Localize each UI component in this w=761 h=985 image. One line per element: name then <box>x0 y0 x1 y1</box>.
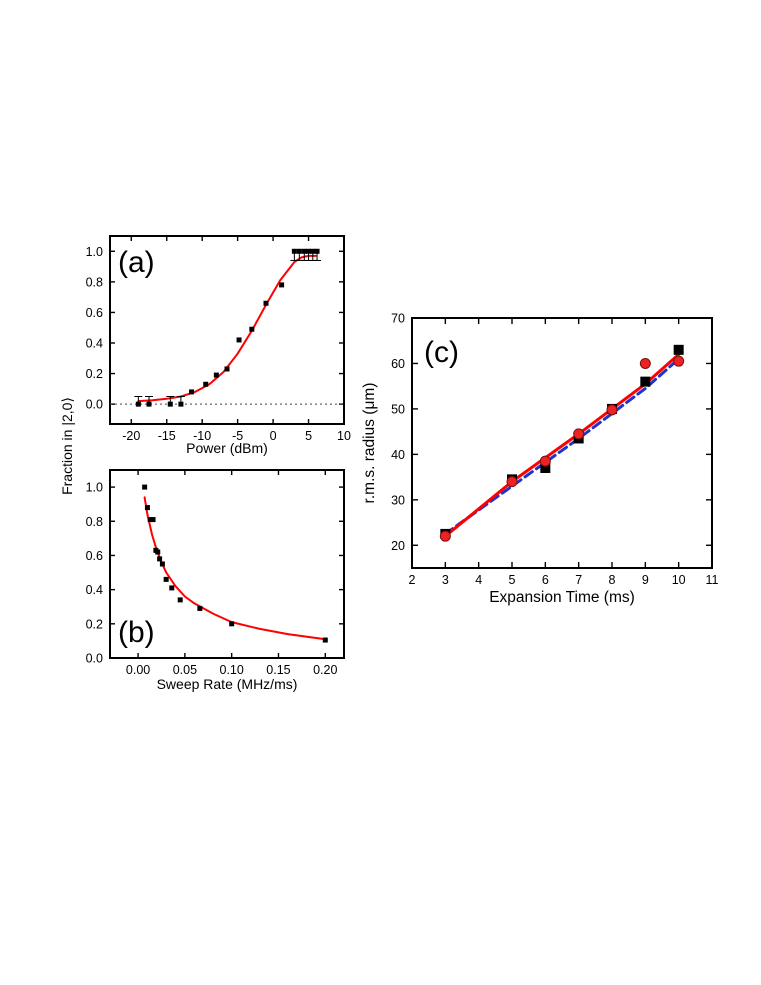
y-tick-label: 0.0 <box>86 652 103 666</box>
x-tick-label: 0.15 <box>266 663 290 677</box>
y-tick-label: 70 <box>391 312 405 326</box>
panel-b-xlabel: Sweep Rate (MHz/ms) <box>157 676 298 692</box>
x-tick-label: 4 <box>475 573 482 587</box>
y-tick-label: 0.8 <box>86 275 103 289</box>
data-point-circle <box>673 355 685 367</box>
x-tick-label: 5 <box>305 429 312 443</box>
data-point-square <box>310 248 316 254</box>
data-point-square <box>142 484 148 490</box>
panel-a-frame <box>109 235 345 425</box>
data-point-circle <box>506 476 518 488</box>
data-point-square <box>159 561 165 567</box>
y-tick-label: 30 <box>391 493 405 507</box>
y-tick-label: 0.0 <box>86 398 103 412</box>
y-tick-label: 0.8 <box>86 515 103 529</box>
x-tick-label: 5 <box>509 573 516 587</box>
y-tick-label: 0.4 <box>86 336 103 350</box>
data-point-square <box>263 300 269 306</box>
data-point-square <box>155 549 161 555</box>
data-point-square <box>189 389 195 395</box>
data-point-square <box>157 556 163 562</box>
panel-b: 0.00 0.05 0.10 0.15 0.20 0.0 0.2 0.4 0.6 0.8 1.0 (… <box>86 469 345 692</box>
x-tick-label: 10 <box>337 429 351 443</box>
y-tick-label: 0.2 <box>86 617 103 631</box>
data-point-circle <box>439 530 451 542</box>
data-point-square <box>178 401 184 407</box>
series-line-fit <box>137 254 317 403</box>
shared-ylabel: Fraction in |2,0⟩ <box>59 397 75 495</box>
data-point-square <box>314 248 320 254</box>
data-point-square <box>291 248 297 254</box>
data-point-square <box>540 463 551 473</box>
x-tick-label: -10 <box>193 429 211 443</box>
x-tick-label: 10 <box>672 573 686 587</box>
x-tick-label: 0.05 <box>173 663 197 677</box>
x-tick-label: 8 <box>609 573 616 587</box>
panel-a: -20 -15 -10 -5 0 5 10 0.0 0.2 0.4 0.6 0.8 1.0 (a) Po… <box>86 235 351 456</box>
data-point-square <box>673 344 684 355</box>
x-tick-label: -15 <box>158 429 176 443</box>
x-tick-label: 11 <box>706 573 719 587</box>
panel-a-xlabel: Power (dBm) <box>186 440 268 456</box>
data-point-square <box>177 597 183 603</box>
x-tick-label: 0.10 <box>220 663 244 677</box>
y-tick-label: 0.6 <box>86 549 103 563</box>
data-point-square <box>197 605 203 611</box>
data-point-square <box>135 401 141 407</box>
x-tick-label: 6 <box>542 573 549 587</box>
data-point-circle <box>606 404 618 416</box>
data-point-square <box>249 326 255 332</box>
data-point-circle <box>639 357 651 369</box>
data-point-square <box>229 621 235 627</box>
data-point-square <box>169 585 175 591</box>
data-point-square <box>296 248 302 254</box>
y-tick-label: 0.4 <box>86 583 103 597</box>
x-tick-label: 3 <box>442 573 449 587</box>
data-point-square <box>322 637 328 643</box>
data-point-square <box>147 517 153 523</box>
panel-a-label: (a) <box>118 246 155 279</box>
panel-b-label: (b) <box>118 616 155 649</box>
panel-c-xlabel: Expansion Time (ms) <box>489 589 635 606</box>
x-tick-label: 0.20 <box>313 663 337 677</box>
x-tick-label: 7 <box>575 573 582 587</box>
y-tick-label: 40 <box>391 448 405 462</box>
x-tick-label: -5 <box>232 429 243 443</box>
x-tick-label: 2 <box>409 573 416 587</box>
data-point-square <box>213 372 219 378</box>
y-tick-label: 60 <box>391 357 405 371</box>
panel-b-frame <box>109 469 345 659</box>
panel-c-frame <box>411 317 713 569</box>
x-tick-label: -20 <box>122 429 140 443</box>
data-point-square <box>146 401 152 407</box>
y-tick-label: 20 <box>391 539 405 553</box>
data-point-square <box>150 517 156 523</box>
data-point-square <box>301 248 307 254</box>
y-tick-label: 0.6 <box>86 306 103 320</box>
y-tick-label: 1.0 <box>86 245 103 259</box>
panel-c-ylabel: r.m.s. radius (μm) <box>361 383 378 504</box>
x-tick-label: 0 <box>270 429 277 443</box>
data-point-square <box>203 381 209 387</box>
x-tick-label: 9 <box>642 573 649 587</box>
data-point-circle <box>539 455 551 467</box>
data-point-square <box>640 376 651 387</box>
y-tick-label: 1.0 <box>86 481 103 495</box>
y-tick-label: 0.2 <box>86 367 103 381</box>
panel-c: 2 3 4 5 6 7 8 9 10 11 20 30 40 50 60 70 (c) Expansion T… <box>361 312 719 607</box>
data-point-square <box>236 337 242 343</box>
series-line-fit <box>143 496 327 641</box>
data-point-square <box>167 401 173 407</box>
y-tick-label: 50 <box>391 402 405 416</box>
data-point-square <box>306 248 312 254</box>
data-point-circle <box>573 428 585 440</box>
data-point-square <box>279 282 285 288</box>
data-point-square <box>144 505 150 511</box>
panel-c-label: (c) <box>424 336 459 369</box>
data-point-square <box>163 576 169 582</box>
x-tick-label: 0.00 <box>126 663 150 677</box>
data-point-square <box>224 366 230 372</box>
